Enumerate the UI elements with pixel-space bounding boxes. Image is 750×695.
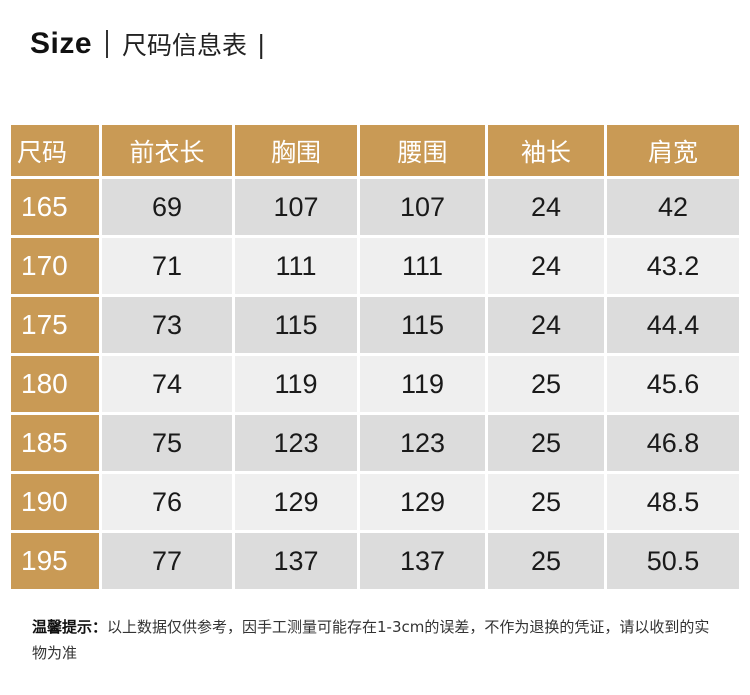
size-table: 尺码 前衣长 胸围 腰围 袖长 肩宽 165 69 107 107 24 42 170 71 1… <box>11 125 739 589</box>
cell-waist: 137 <box>360 533 485 589</box>
cell-shoulder: 48.5 <box>607 474 739 530</box>
cell-size: 190 <box>11 474 99 530</box>
cell-front-length: 76 <box>102 474 232 530</box>
cell-shoulder: 43.2 <box>607 238 739 294</box>
header-shoulder: 肩宽 <box>607 125 739 176</box>
title-divider <box>106 30 109 58</box>
cell-shoulder: 42 <box>607 179 739 235</box>
header-front-length: 前衣长 <box>102 125 232 176</box>
cell-waist: 123 <box>360 415 485 471</box>
cell-waist: 119 <box>360 356 485 412</box>
cell-size: 165 <box>11 179 99 235</box>
cell-shoulder: 50.5 <box>607 533 739 589</box>
cell-size: 170 <box>11 238 99 294</box>
cell-front-length: 77 <box>102 533 232 589</box>
title-chinese: 尺码信息表 <box>122 31 248 60</box>
cell-sleeve: 24 <box>488 297 604 353</box>
cell-front-length: 75 <box>102 415 232 471</box>
header-chest: 胸围 <box>235 125 357 176</box>
cell-size: 175 <box>11 297 99 353</box>
header-waist: 腰围 <box>360 125 485 176</box>
title-end-bar: | <box>257 29 266 59</box>
cell-sleeve: 24 <box>488 238 604 294</box>
cell-waist: 107 <box>360 179 485 235</box>
notice-label: 温馨提示： <box>32 618 108 636</box>
notice: 温馨提示：以上数据仅供参考，因手工测量可能存在1-3cm的误差，不作为退换的凭证… <box>32 614 722 666</box>
header-size: 尺码 <box>11 125 99 176</box>
cell-size: 195 <box>11 533 99 589</box>
cell-front-length: 74 <box>102 356 232 412</box>
cell-shoulder: 46.8 <box>607 415 739 471</box>
header-sleeve: 袖长 <box>488 125 604 176</box>
cell-chest: 107 <box>235 179 357 235</box>
cell-size: 185 <box>11 415 99 471</box>
cell-chest: 119 <box>235 356 357 412</box>
cell-sleeve: 25 <box>488 474 604 530</box>
cell-sleeve: 25 <box>488 356 604 412</box>
cell-sleeve: 24 <box>488 179 604 235</box>
page-title: Size 尺码信息表 | <box>30 22 265 66</box>
cell-sleeve: 25 <box>488 415 604 471</box>
cell-waist: 111 <box>360 238 485 294</box>
cell-front-length: 71 <box>102 238 232 294</box>
cell-chest: 111 <box>235 238 357 294</box>
cell-sleeve: 25 <box>488 533 604 589</box>
cell-shoulder: 44.4 <box>607 297 739 353</box>
cell-waist: 115 <box>360 297 485 353</box>
cell-front-length: 69 <box>102 179 232 235</box>
cell-front-length: 73 <box>102 297 232 353</box>
notice-text: 以上数据仅供参考，因手工测量可能存在1-3cm的误差，不作为退换的凭证，请以收到… <box>32 618 710 662</box>
cell-chest: 137 <box>235 533 357 589</box>
cell-waist: 129 <box>360 474 485 530</box>
cell-shoulder: 45.6 <box>607 356 739 412</box>
cell-size: 180 <box>11 356 99 412</box>
cell-chest: 115 <box>235 297 357 353</box>
cell-chest: 129 <box>235 474 357 530</box>
cell-chest: 123 <box>235 415 357 471</box>
title-english: Size <box>30 27 93 60</box>
